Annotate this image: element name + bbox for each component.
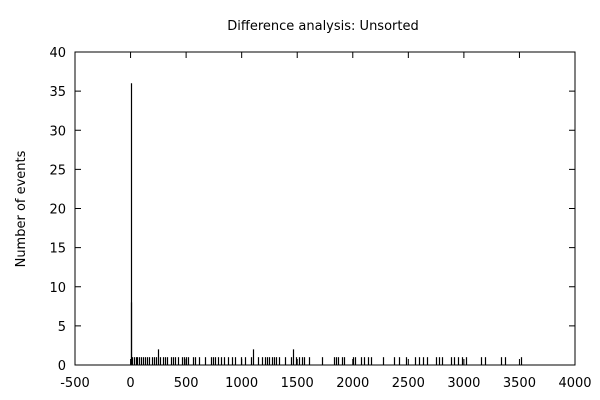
x-tick-label: 2500	[392, 376, 425, 391]
x-tick-label: 2000	[336, 376, 369, 391]
x-tick-label: -500	[60, 376, 90, 391]
y-tick-label: 0	[58, 359, 66, 374]
chart-title: Difference analysis: Unsorted	[227, 19, 418, 34]
y-tick-label: 35	[49, 85, 66, 100]
y-tick-label: 15	[49, 242, 66, 257]
y-tick-label: 40	[49, 46, 66, 61]
plot-frame	[74, 51, 576, 366]
x-tick-label: 0	[126, 376, 134, 391]
x-tick-label: 3000	[447, 376, 480, 391]
x-tick-label: 4000	[558, 376, 591, 391]
y-tick-label: 30	[49, 124, 66, 139]
x-tick-label: 500	[174, 376, 199, 391]
y-tick-label: 5	[58, 320, 66, 335]
bars	[130, 83, 523, 365]
x-tick-label: 1000	[225, 376, 258, 391]
y-axis-label: Number of events	[14, 150, 29, 267]
y-tick-label: 20	[49, 203, 66, 218]
x-tick-label: 1500	[281, 376, 314, 391]
y-tick-label: 10	[49, 281, 66, 296]
ticks: -500 0 500 1000 1500 2000 2500 3000 3500 4000 0 5 10…	[49, 46, 591, 391]
x-tick-label: 3500	[503, 376, 536, 391]
y-tick-label: 25	[49, 163, 66, 178]
